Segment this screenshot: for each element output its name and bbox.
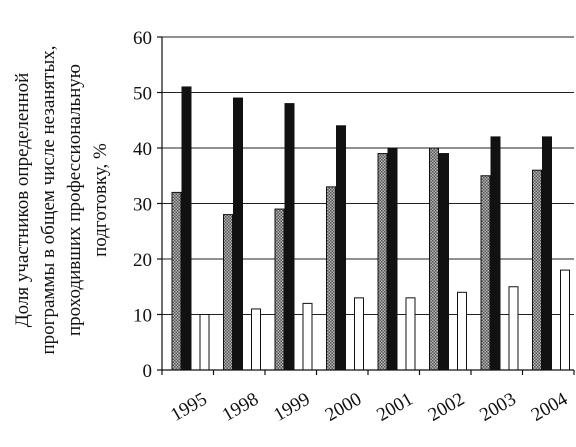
bar-2003-series-2 — [490, 136, 501, 371]
bar-1999-series-1 — [274, 208, 285, 371]
bar-1998-series-3 — [251, 308, 261, 371]
x-tick-label-2001: 2001 — [373, 389, 416, 426]
bar-1995-series-3 — [199, 314, 210, 371]
x-tick-labels: 1995 1998 1999 2000 2001 2002 2003 2004 — [167, 388, 571, 425]
bar-1998-series-1 — [223, 214, 233, 371]
y-axis-label-line-3: проходивших профессиональную — [64, 64, 85, 336]
y-axis-label-line-2: программы в общем числе незанятых, — [38, 45, 59, 354]
y-tick-label-20: 20 — [133, 250, 152, 271]
bar-2001-series-2 — [387, 147, 398, 371]
y-tick-label-10: 10 — [133, 306, 152, 327]
bar-1995-series-1 — [171, 191, 182, 371]
y-tick-label-30: 30 — [133, 195, 152, 216]
x-tick-label-2002: 2002 — [425, 389, 468, 426]
bar-2003-series-1 — [480, 175, 491, 371]
axes — [157, 36, 575, 375]
y-tick-label-50: 50 — [133, 84, 152, 105]
y-axis-label: Доля участников определенной программы в… — [12, 45, 111, 354]
y-axis-label-line-4: подготовку, % — [90, 143, 111, 257]
bar-2001-series-3 — [405, 297, 416, 371]
bar-2003-series-3 — [508, 286, 519, 371]
y-tick-label-60: 60 — [133, 28, 152, 49]
bar-2004-series-3 — [560, 269, 570, 371]
y-tick-labels: 0 10 20 30 40 50 60 — [133, 28, 152, 382]
x-tick-label-2003: 2003 — [476, 389, 519, 426]
bar-2004-series-2 — [542, 136, 552, 371]
bar-2000-series-1 — [326, 186, 336, 371]
x-tick-label-1995: 1995 — [167, 389, 210, 426]
y-tick-label-40: 40 — [133, 139, 152, 160]
bar-1999-series-3 — [302, 302, 313, 371]
x-tick-label-1998: 1998 — [219, 389, 262, 426]
bar-2004-series-1 — [532, 169, 542, 371]
bar-2002-series-2 — [439, 153, 449, 371]
y-axis-label-line-1: Доля участников определенной — [12, 73, 33, 328]
bar-2000-series-2 — [336, 125, 346, 371]
bar-1999-series-2 — [284, 103, 295, 371]
bar-1998-series-2 — [233, 97, 243, 371]
bar-2000-series-3 — [354, 297, 364, 371]
x-tick-label-2004: 2004 — [528, 388, 572, 425]
x-tick-label-1999: 1999 — [270, 389, 313, 426]
bar-1995-series-2 — [181, 86, 192, 371]
x-tick-label-2000: 2000 — [322, 389, 365, 426]
bar-2002-series-1 — [429, 147, 439, 371]
y-tick-label-0: 0 — [143, 361, 153, 382]
bar-2001-series-1 — [377, 153, 388, 371]
bar-2002-series-3 — [457, 291, 467, 371]
bars — [171, 86, 570, 371]
